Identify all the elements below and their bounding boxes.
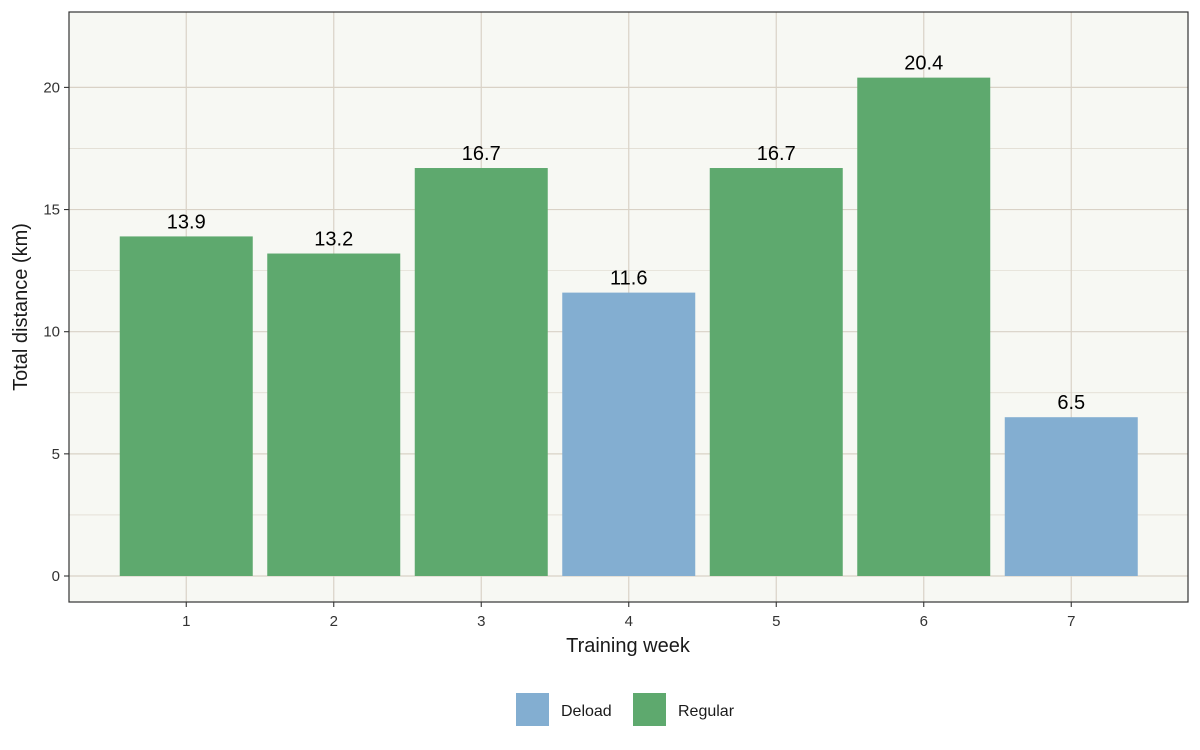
data-label-week-6: 20.4 [904,53,943,75]
data-labels: 13.9 13.2 16.7 11.6 16.7 20.4 6.5 [167,53,1085,415]
x-tick-label: 7 [1067,613,1075,630]
data-label-week-7: 6.5 [1057,392,1085,414]
y-tick-label: 10 [43,324,60,341]
data-label-week-2: 13.2 [314,229,353,251]
bar-week-1 [119,236,253,576]
y-tick-label: 5 [52,446,60,463]
legend-swatch-deload [516,693,549,726]
x-tick-label: 1 [182,613,190,630]
data-label-week-1: 13.9 [167,211,206,233]
bar-week-3 [414,168,548,577]
y-axis: 0 5 10 15 20 [43,79,69,585]
x-tick-label: 4 [625,613,633,630]
y-tick-label: 0 [52,568,60,585]
legend-label-deload: Deload [561,703,612,720]
bar-week-5 [709,168,843,577]
y-axis-title: Total distance (km) [10,223,32,391]
bar-week-4 [562,292,696,576]
x-tick-label: 6 [920,613,928,630]
data-label-week-5: 16.7 [757,143,796,165]
x-tick-label: 2 [330,613,338,630]
bar-week-2 [267,253,401,577]
x-tick-label: 5 [772,613,780,630]
y-tick-label: 15 [43,202,60,219]
x-tick-label: 3 [477,613,485,630]
x-axis-title: Training week [566,635,691,657]
data-label-week-3: 16.7 [462,143,501,165]
bars [119,77,1138,577]
data-label-week-4: 11.6 [610,268,647,290]
y-tick-label: 20 [43,79,60,96]
x-axis: 1 2 3 4 5 6 7 [182,602,1075,630]
legend-label-regular: Regular [678,703,735,720]
legend-swatch-regular [633,693,666,726]
bar-week-6 [857,77,991,577]
bar-week-7 [1004,417,1138,576]
legend: Deload Regular [516,693,735,726]
